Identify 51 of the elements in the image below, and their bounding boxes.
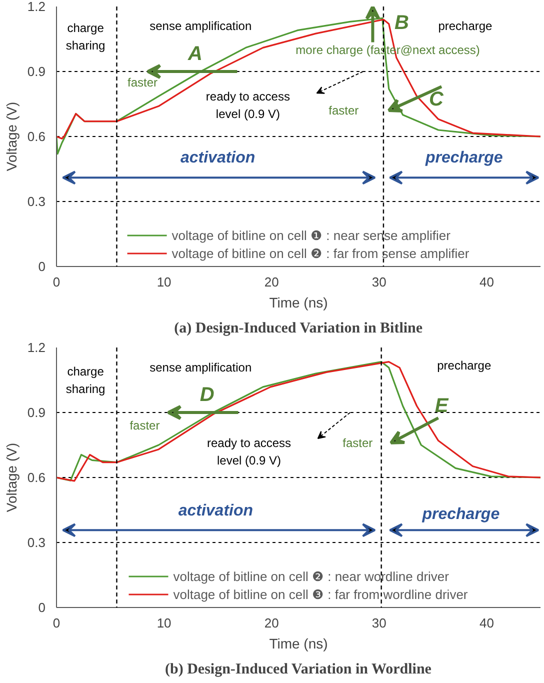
x-tick-label: 30 [372,274,386,290]
x-tick-label: 10 [156,616,172,630]
x-tick-label: 0 [52,274,60,290]
y-axis-title: Voltage (V) [3,102,20,172]
annotation: faster [128,75,158,90]
x-tick-label: 40 [479,616,494,630]
annotation: A [187,43,202,66]
annotation: sense amplification [150,360,252,375]
y-tick-label: 0 [38,259,46,274]
y-tick-label: 1.2 [27,0,46,14]
annotation: ready to access level (0.9 V) [206,89,290,121]
x-axis-title: Time (ns) [269,294,328,310]
annotation: E [434,395,449,417]
y-tick-label: 1.2 [27,340,46,355]
annotation: sense amplification [150,19,252,33]
annotation: charge sharing [66,364,106,396]
y-tick-label: 0 [38,600,46,615]
text: (a) Design-Induced Variation in Bitline [174,320,423,336]
x-tick-label: 30 [372,616,386,630]
x-axis-title: Time (ns) [269,636,328,652]
annotation: ready to access level (0.9 V) [207,436,292,468]
annotation: precharge [424,150,503,167]
x-tick-label: 40 [479,274,494,290]
y-tick-label: 0.9 [27,405,46,420]
legend-label: voltage of bitline on cell ❷ : far from sense amplifier [172,244,470,262]
x-tick-label: 20 [264,616,279,630]
y-tick-label: 0.3 [27,535,46,550]
annotation: charge sharing [66,21,106,53]
legend-label: voltage of bitline on cell ❸ : far from wordline driver [173,586,468,603]
annotation: precharge [421,506,500,523]
text: (b) Design-Induced Variation in Wordline [165,662,432,678]
annotation: B [394,12,409,34]
y-tick-label: 0.6 [27,470,46,485]
y-tick-label: 0.9 [27,64,46,79]
y-tick-label: 0.3 [27,194,46,209]
y-axis-title: Voltage (V) [3,442,20,512]
annotation: activation [178,502,254,520]
x-tick-label: 10 [156,274,172,290]
annotation: precharge [437,358,492,373]
annotation: faster [328,104,359,118]
x-tick-label: 0 [52,616,60,630]
legend-label: voltage of bitline on cell ❷ : near wordline driver [173,568,450,585]
annotation: D [200,384,214,406]
annotation: faster [130,418,160,432]
annotation: C [428,88,444,111]
annotation: precharge [438,19,493,33]
y-tick-label: 0.6 [27,129,46,144]
x-tick-label: 20 [264,274,279,290]
annotation: faster [342,436,373,450]
legend-label: voltage of bitline on cell ❶ : near sense amplifier [172,226,450,244]
annotation: activation [180,150,256,167]
